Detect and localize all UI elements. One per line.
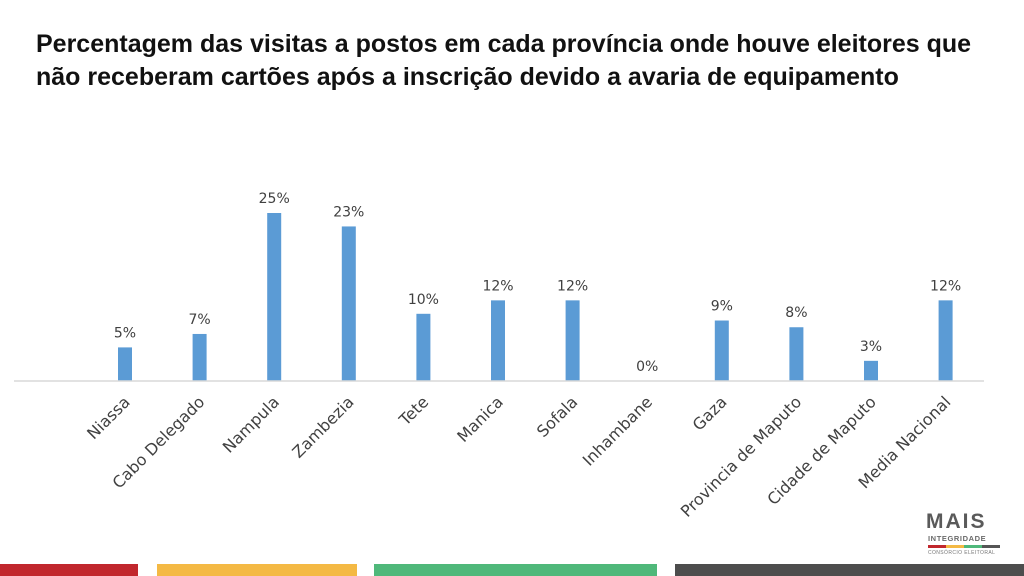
category-label: Zambezia [288, 392, 357, 461]
category-label: Sofala [533, 392, 582, 441]
bar-media-nacional [938, 300, 953, 381]
bar-gaza [714, 320, 729, 381]
logo-color-line [928, 545, 1000, 548]
footer-band-gray [675, 564, 1024, 576]
bar-cidade-de-maputo [864, 360, 878, 381]
category-label: Manica [453, 392, 507, 446]
footer-band-green [374, 564, 657, 576]
bars-group [118, 213, 953, 381]
value-label: 9% [711, 299, 733, 315]
value-label: 12% [557, 278, 588, 294]
logo-tagline: CONSÓRCIO ELEITORAL [928, 550, 996, 556]
category-label: Nampula [219, 392, 283, 456]
value-label: 7% [188, 312, 210, 328]
value-label: 12% [482, 278, 513, 294]
value-label: 0% [636, 359, 658, 375]
chart-title: Percentagem das visitas a postos em cada… [36, 30, 972, 91]
logo-main-text: MAIS [926, 510, 987, 533]
mais-integridade-logo: MAIS INTEGRIDADE CONSÓRCIO ELEITORAL [916, 510, 1016, 560]
value-label: 23% [333, 204, 364, 220]
value-label: 12% [930, 278, 961, 294]
value-label: 5% [114, 325, 136, 341]
bar-provincia-de-maputo [789, 327, 804, 381]
value-label: 25% [259, 191, 290, 207]
category-label: Inhambane [579, 392, 656, 469]
category-label: Tete [395, 392, 432, 429]
bar-nampula [267, 213, 282, 381]
category-label: Niassa [83, 392, 134, 443]
footer-band-red [0, 564, 138, 576]
bar-manica [491, 300, 505, 381]
value-labels-group: 5% 7% 25% 23% 10% 12% 12% 0% 9% 8% 3% 12% [114, 191, 961, 375]
bar-niassa [118, 347, 132, 381]
category-label: Provincia de Maputo [677, 392, 805, 520]
footer-band-yellow [157, 564, 357, 576]
bar-tete [416, 313, 431, 381]
logo-sub-text: INTEGRIDADE [928, 534, 987, 543]
bar-zambezia [341, 226, 356, 381]
value-label: 3% [860, 339, 882, 355]
bar-sofala [565, 300, 580, 381]
bar-cabo-delegado [192, 333, 207, 381]
value-label: 10% [408, 292, 439, 308]
category-label: Gaza [689, 392, 731, 434]
value-label: 8% [785, 305, 807, 321]
